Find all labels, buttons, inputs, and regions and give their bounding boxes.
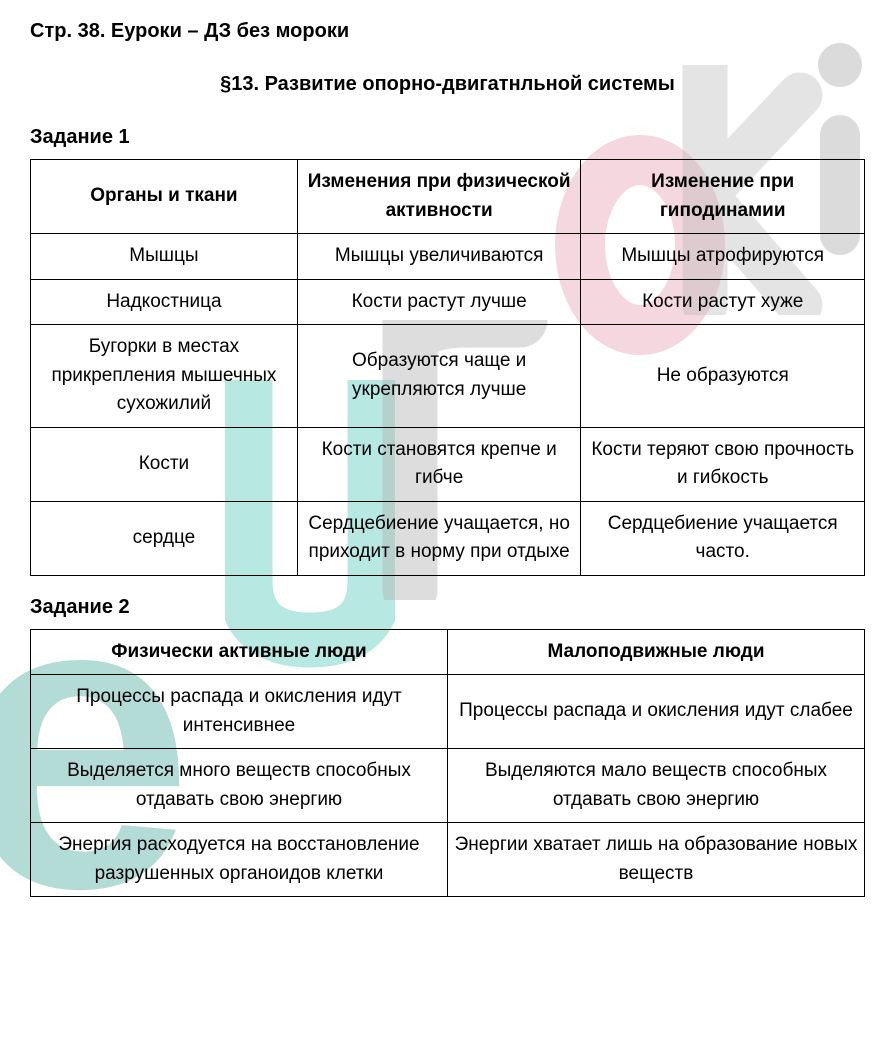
table-cell: Надкостница [31,279,298,325]
table-row: Выделяется много веществ способных отдав… [31,749,865,823]
page-header: Стр. 38. Еуроки – ДЗ без мороки [30,20,865,43]
table-cell: Мышцы [31,234,298,280]
table-cell: Бугорки в местах прикрепления мышечных с… [31,325,298,428]
table-header-row: Органы и ткани Изменения при физической … [31,160,865,234]
table-cell: Сердцебиение учащается часто. [581,501,865,575]
page-content: Стр. 38. Еуроки – ДЗ без мороки §13. Раз… [0,0,895,932]
table-row: Энергия расходуется на восстановление ра… [31,823,865,897]
table-cell: Кости растут хуже [581,279,865,325]
table-cell: Кости растут лучше [297,279,581,325]
task1-heading: Задание 1 [30,126,865,149]
table-row: Кости Кости становятся крепче и гибче Ко… [31,427,865,501]
table-header-cell: Органы и ткани [31,160,298,234]
task1-table: Органы и ткани Изменения при физической … [30,159,865,576]
table-cell: Выделяются мало веществ способных отдава… [448,749,865,823]
table-cell: сердце [31,501,298,575]
table-header-cell: Малоподвижные люди [448,629,865,675]
table-cell: Выделяется много веществ способных отдав… [31,749,448,823]
table-cell: Кости становятся крепче и гибче [297,427,581,501]
table-cell: Мышцы атрофируются [581,234,865,280]
table-header-cell: Изменение при гиподинамии [581,160,865,234]
table-row: Мышцы Мышцы увеличиваются Мышцы атрофиру… [31,234,865,280]
table-cell: Образуются чаще и укрепляются лучше [297,325,581,428]
table-row: Процессы распада и окисления идут интенс… [31,675,865,749]
table-cell: Мышцы увеличиваются [297,234,581,280]
table-cell: Кости [31,427,298,501]
table-header-cell: Изменения при физической активности [297,160,581,234]
table-row: сердце Сердцебиение учащается, но приход… [31,501,865,575]
section-title: §13. Развитие опорно-двигатнльной систем… [30,73,865,96]
table-cell: Энергии хватает лишь на образование новы… [448,823,865,897]
table-row: Надкостница Кости растут лучше Кости рас… [31,279,865,325]
task2-table: Физически активные люди Малоподвижные лю… [30,629,865,898]
table-row: Бугорки в местах прикрепления мышечных с… [31,325,865,428]
table-cell: Энергия расходуется на восстановление ра… [31,823,448,897]
table-cell: Процессы распада и окисления идут слабее [448,675,865,749]
table-cell: Кости теряют свою прочность и гибкость [581,427,865,501]
task2-heading: Задание 2 [30,596,865,619]
table-header-row: Физически активные люди Малоподвижные лю… [31,629,865,675]
table-cell: Не образуются [581,325,865,428]
table-header-cell: Физически активные люди [31,629,448,675]
table-cell: Процессы распада и окисления идут интенс… [31,675,448,749]
table-cell: Сердцебиение учащается, но приходит в но… [297,501,581,575]
